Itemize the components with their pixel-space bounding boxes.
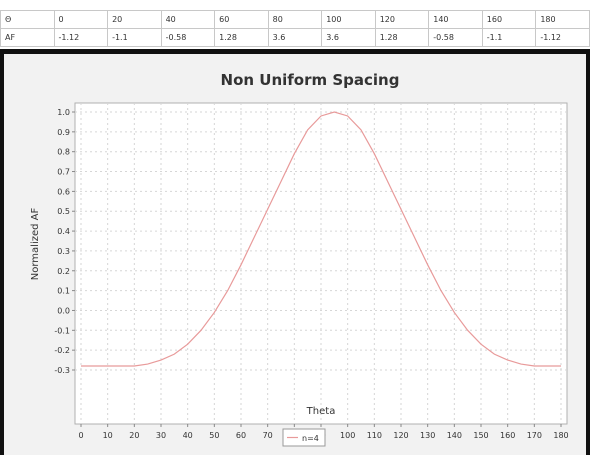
table-value-cell: -0.58	[160, 28, 216, 47]
x-tick-label: 50	[209, 431, 219, 440]
separator-bar	[0, 49, 590, 54]
af-data-table-container: Θ 0 20 40 60 80 100 120 140 160 180 AF -1.12 -1.1 -0.…	[0, 10, 590, 48]
y-tick-label: -0.2	[54, 346, 70, 355]
y-tick-label: 0.6	[57, 187, 70, 196]
x-tick-label: 150	[473, 431, 488, 440]
table-value-cell: 1.28	[374, 28, 430, 47]
y-tick-label: -0.1	[54, 326, 70, 335]
x-tick-label: 60	[236, 431, 246, 440]
table-header-cell: 100	[321, 10, 376, 29]
x-tick-label: 130	[420, 431, 435, 440]
x-axis-ticks: 0102030405060708090100110120130140150160…	[78, 424, 569, 440]
series-line-n4	[81, 111, 561, 367]
y-tick-label: 0.8	[57, 148, 70, 157]
table-header-row: Θ 0 20 40 60 80 100 120 140 160 180	[0, 10, 590, 29]
table-value-cell: 3.6	[321, 28, 376, 47]
x-tick-label: 10	[103, 431, 113, 440]
table-value-cell: -1.1	[107, 28, 162, 47]
table-value-cell: 3.6	[267, 28, 323, 47]
af-line-chart: 0102030405060708090100110120130140150160…	[30, 71, 569, 447]
y-tick-label: -0.3	[54, 366, 70, 375]
table-header-cell: 120	[374, 10, 430, 29]
x-tick-label: 160	[500, 431, 515, 440]
table-value-cell: 1.28	[214, 28, 269, 47]
x-tick-label: 100	[340, 431, 355, 440]
table-value-cell: -1.12	[53, 28, 109, 47]
x-tick-label: 20	[129, 431, 139, 440]
table-header-cell: 0	[53, 10, 109, 29]
legend-label: n=4	[302, 434, 319, 443]
table-header-theta: Θ	[0, 10, 55, 29]
y-tick-label: 1.0	[57, 108, 70, 117]
y-tick-label: 0.2	[57, 267, 70, 276]
x-tick-label: 0	[78, 431, 83, 440]
table-value-cell: -0.58	[428, 28, 483, 47]
table-header-cell: 160	[481, 10, 537, 29]
x-tick-label: 110	[367, 431, 382, 440]
x-tick-label: 170	[527, 431, 542, 440]
table-value-cell: -1.12	[535, 28, 590, 47]
y-tick-label: 0.1	[57, 287, 70, 296]
y-tick-label: 0.9	[57, 128, 70, 137]
y-tick-label: 0.0	[57, 306, 70, 315]
legend-box	[282, 428, 326, 447]
table-header-cell: 140	[428, 10, 483, 29]
x-tick-label: 180	[553, 431, 568, 440]
table-header-cell: 20	[107, 10, 162, 29]
x-axis-label: Theta	[306, 406, 336, 417]
y-tick-label: 0.3	[57, 247, 70, 256]
x-tick-label: 120	[393, 431, 408, 440]
table-header-cell: 40	[160, 10, 216, 29]
y-tick-label: 0.5	[57, 207, 70, 216]
y-axis-ticks: -0.3 -0.2 -0.1 0.0 0.1 0.2 0.3 0.4 0.5 0.6 0.7 0.8 0…	[54, 108, 75, 375]
chart-title: Non Uniform Spacing	[221, 71, 400, 89]
x-tick-label: 30	[156, 431, 166, 440]
y-tick-label: 0.4	[57, 227, 70, 236]
y-tick-label: 0.7	[57, 168, 70, 177]
table-row-label: AF	[0, 28, 55, 47]
x-tick-label: 40	[183, 431, 193, 440]
x-tick-label: 70	[263, 431, 273, 440]
table-value-cell: -1.1	[481, 28, 537, 47]
y-axis-label: Normalized AF	[30, 208, 41, 281]
af-data-table: Θ 0 20 40 60 80 100 120 140 160 180 AF -1.12 -1.1 -0.…	[0, 10, 590, 47]
table-value-row: AF -1.12 -1.1 -0.58 1.28 3.6 3.6 1.28 -0.58 -1.1-…	[0, 28, 590, 47]
x-tick-label: 140	[447, 431, 462, 440]
table-header-cell: 60	[214, 10, 269, 29]
legend: n=4	[282, 428, 326, 447]
table-header-cell: 80	[267, 10, 323, 29]
table-header-cell: 180	[535, 10, 590, 29]
